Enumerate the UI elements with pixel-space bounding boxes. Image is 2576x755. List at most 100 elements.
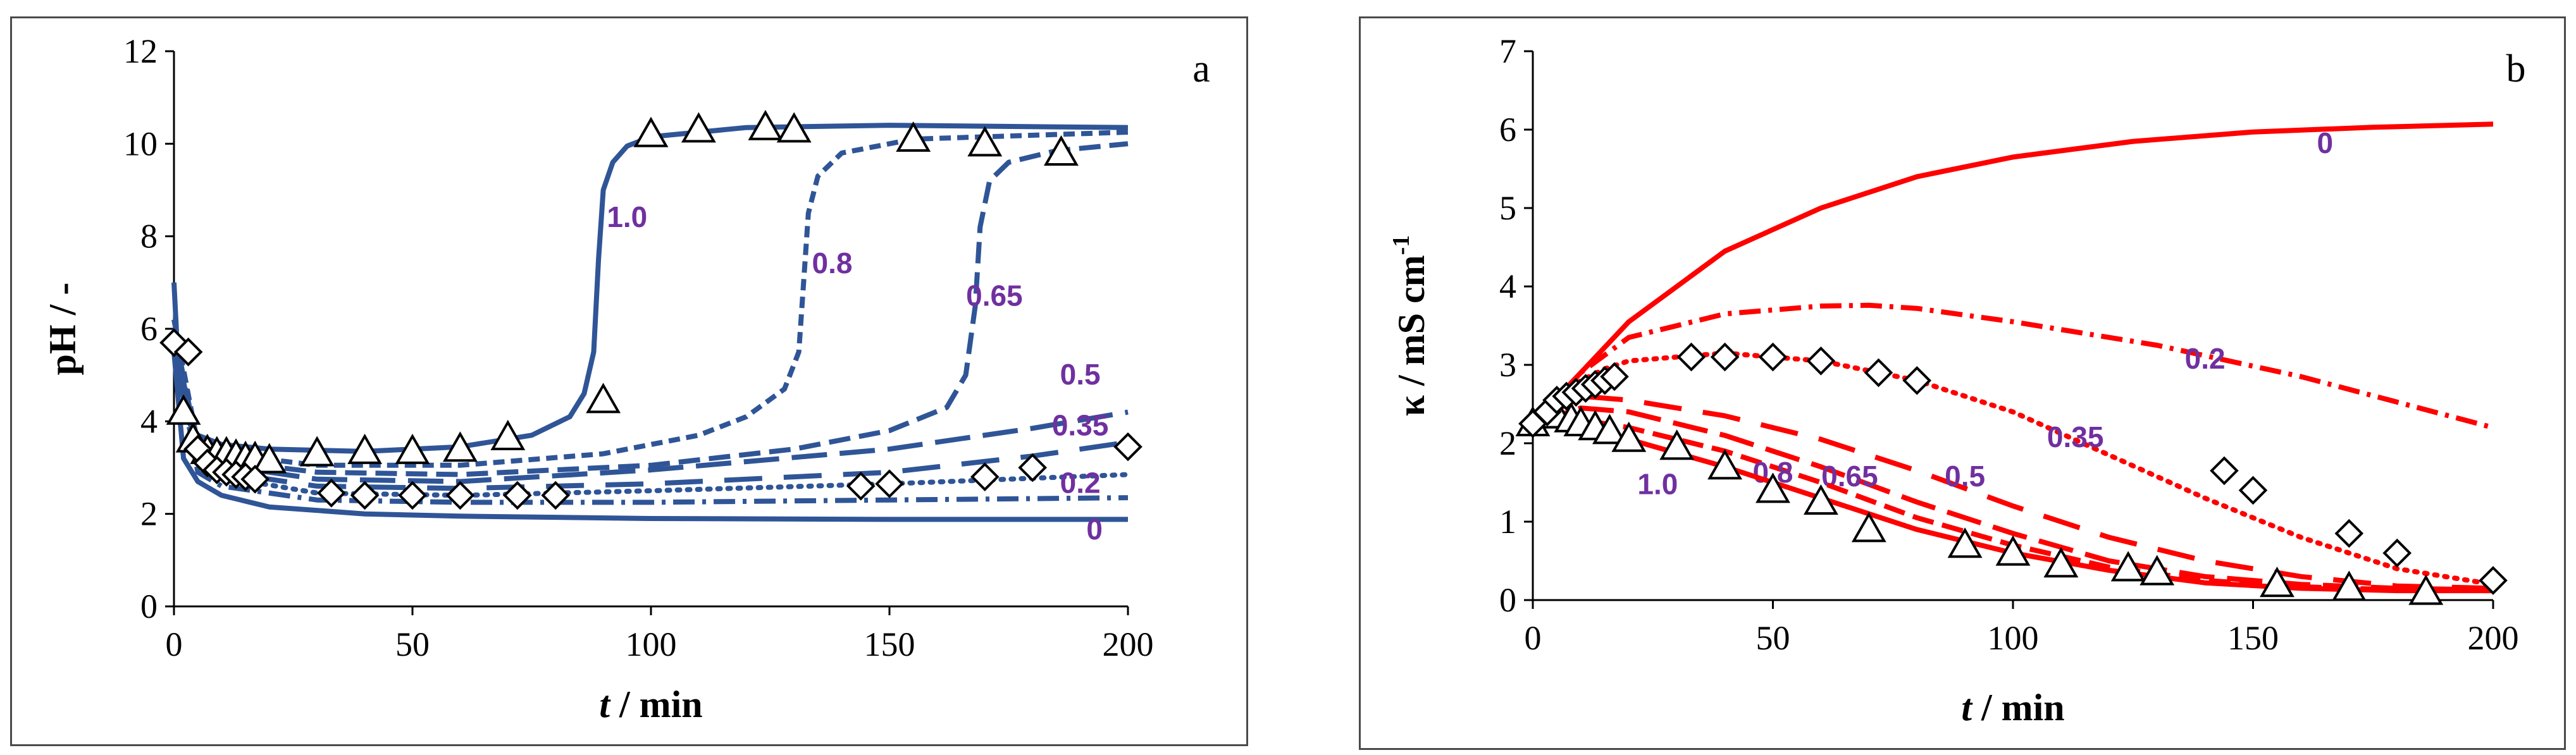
diamond-marker	[2238, 476, 2268, 505]
triangle-marker	[347, 433, 383, 464]
triangle-marker	[1803, 484, 1838, 515]
triangle-marker	[1756, 472, 1790, 503]
diamond-marker	[316, 478, 346, 508]
triangle-marker	[2043, 547, 2079, 578]
diamond-marker	[503, 481, 532, 510]
triangle-marker	[442, 431, 478, 462]
triangle-marker	[252, 443, 287, 474]
triangle-marker	[1851, 512, 1886, 543]
chart-b-svg: 0 1 2 3 4 5 6 7 0 50 100 150 200 t / min κ / mS cm-1 b 0…	[1388, 32, 2526, 728]
triangle-marker	[586, 383, 621, 414]
x-tick-label: 150	[2227, 619, 2279, 657]
chart-panel-a: 0 2 4 6 8 10 12 0 50 100 150 200 t / min pH / - a 1.0 0.…	[10, 16, 1248, 746]
triangle-marker	[1707, 449, 1743, 480]
diamond-marker	[1710, 342, 1740, 372]
diamond-marker	[1018, 453, 1048, 482]
y-tick-label: 2	[1499, 424, 1516, 462]
diamond-marker	[173, 337, 203, 367]
triangle-marker	[681, 112, 716, 143]
triangle-marker	[2408, 574, 2444, 605]
triangle-marker	[395, 433, 430, 464]
triangle-marker	[896, 121, 931, 152]
triangle-marker	[748, 109, 783, 140]
triangle-marker	[1043, 135, 1079, 166]
diamond-marker	[1113, 432, 1142, 462]
triangle-marker	[2331, 570, 2367, 601]
triangle-marker	[1611, 421, 1647, 452]
y-tick-label: 4	[140, 402, 158, 440]
series-label: 1.0	[607, 200, 647, 233]
y-tick-label: 12	[123, 32, 158, 70]
y-tick-label: 1	[1499, 503, 1516, 541]
triangle-marker	[2139, 555, 2175, 586]
triangle-marker	[490, 419, 526, 450]
y-tick-label: 8	[140, 218, 158, 255]
y-tick-label: 7	[1499, 32, 1516, 70]
series-line-0	[1531, 121, 2494, 426]
series-line-0_1	[171, 347, 1129, 505]
y-tick-label: 2	[140, 495, 158, 533]
panel-tag: b	[2506, 47, 2526, 90]
x-tick-label: 200	[2468, 619, 2519, 657]
series-label: 0.2	[2185, 342, 2226, 375]
series-label: 0.5	[1945, 460, 1985, 493]
series-label: 0	[1086, 513, 1103, 546]
triangle-marker	[633, 116, 669, 147]
triangle-marker	[166, 394, 201, 425]
diamond-marker	[1806, 346, 1836, 376]
diamond-marker	[1600, 362, 1629, 391]
series-label: 0.8	[812, 247, 853, 279]
diamond-marker	[445, 481, 475, 510]
diamond-marker	[2479, 566, 2508, 595]
x-axis-label: t / min	[599, 684, 702, 725]
x-tick-label: 0	[1525, 619, 1542, 657]
x-tick-label: 0	[166, 625, 183, 663]
triangle-marker	[967, 126, 1003, 157]
diamond-marker	[240, 464, 270, 494]
triangle-marker	[299, 436, 335, 467]
series-line-0_65	[1532, 405, 2494, 592]
diamond-marker	[846, 471, 876, 501]
x-tick-label: 50	[395, 625, 430, 663]
diamond-marker	[2334, 519, 2364, 548]
series-line-0_2	[1531, 302, 2494, 431]
series-label: 0.35	[2047, 420, 2104, 453]
series-label: 0.5	[1060, 358, 1101, 391]
diamond-marker	[398, 481, 427, 510]
triangle-marker	[1659, 429, 1695, 460]
x-tick-label: 200	[1103, 625, 1154, 663]
triangle-marker	[2110, 551, 2146, 582]
diamond-marker	[350, 481, 380, 510]
y-tick-label: 6	[140, 310, 158, 348]
x-tick-label: 50	[1756, 619, 1790, 657]
triangle-marker	[2260, 567, 2294, 598]
y-tick-label: 4	[1499, 267, 1516, 305]
series-label: 1.0	[1637, 468, 1678, 501]
series-line-0	[171, 352, 1128, 522]
y-tick-label: 5	[1499, 189, 1516, 227]
diamond-marker	[1902, 365, 1932, 395]
chart-a-svg: 0 2 4 6 8 10 12 0 50 100 150 200 t / min pH / - a 1.0 0.…	[42, 32, 1210, 725]
series-label: 0	[2317, 126, 2334, 159]
diamond-marker	[1676, 342, 1706, 372]
diamond-marker	[2210, 456, 2239, 486]
x-tick-label: 100	[1988, 619, 2039, 657]
triangle-marker	[1592, 414, 1627, 445]
diamond-marker	[2382, 538, 2412, 568]
series-line-0_5	[1532, 393, 2494, 591]
x-axis-label: t / min	[1961, 687, 2064, 728]
chart-panel-b: 0 1 2 3 4 5 6 7 0 50 100 150 200 t / min κ / mS cm-1 b 0…	[1359, 16, 2566, 750]
y-tick-label: 6	[1499, 111, 1516, 149]
x-tick-label: 150	[864, 625, 915, 663]
triangle-marker	[1947, 527, 1983, 558]
series-label: 0.35	[1052, 408, 1109, 441]
y-tick-label: 10	[123, 125, 158, 163]
y-tick-label: 0	[1499, 581, 1516, 619]
y-tick-label: 0	[140, 587, 158, 625]
y-tick-label: 3	[1499, 346, 1516, 384]
diamond-marker	[1864, 358, 1893, 388]
triangle-marker	[776, 112, 812, 143]
panel-tag: a	[1192, 47, 1210, 90]
series-label: 0.2	[1060, 467, 1101, 500]
y-axis-label: κ / mS cm-1	[1388, 235, 1432, 417]
